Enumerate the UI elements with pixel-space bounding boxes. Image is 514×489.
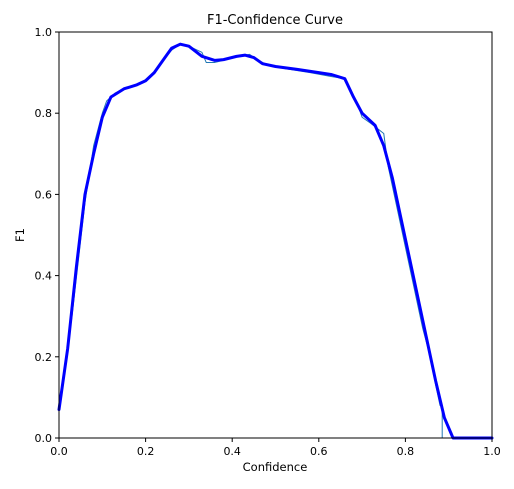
y-tick-label: 0.0	[35, 432, 53, 445]
chart-title: F1-Confidence Curve	[207, 13, 343, 28]
y-axis-title: F1	[13, 228, 27, 242]
x-axis-title: Confidence	[243, 460, 308, 474]
y-tick-label: 1.0	[35, 26, 53, 39]
y-tick-label: 0.4	[35, 270, 53, 283]
x-tick-label: 0.6	[310, 445, 328, 458]
ticks-layer: 0.0 0.2 0.4 0.6 0.8 1.0 0.0 0.2 0.4 0.6 0.8 1.0	[35, 26, 501, 458]
series-line-all-classes	[57, 42, 494, 440]
y-tick-label: 0.6	[35, 188, 53, 201]
x-tick-label: 0.0	[50, 445, 68, 458]
plot-frame	[58, 31, 493, 439]
y-tick-label: 0.2	[35, 351, 53, 364]
y-tick-label: 0.8	[35, 107, 53, 120]
x-tick-label: 0.4	[223, 445, 241, 458]
series-layer	[57, 42, 494, 440]
x-tick-label: 1.0	[483, 445, 501, 458]
x-tick-label: 0.2	[137, 445, 155, 458]
x-tick-label: 0.8	[397, 445, 415, 458]
